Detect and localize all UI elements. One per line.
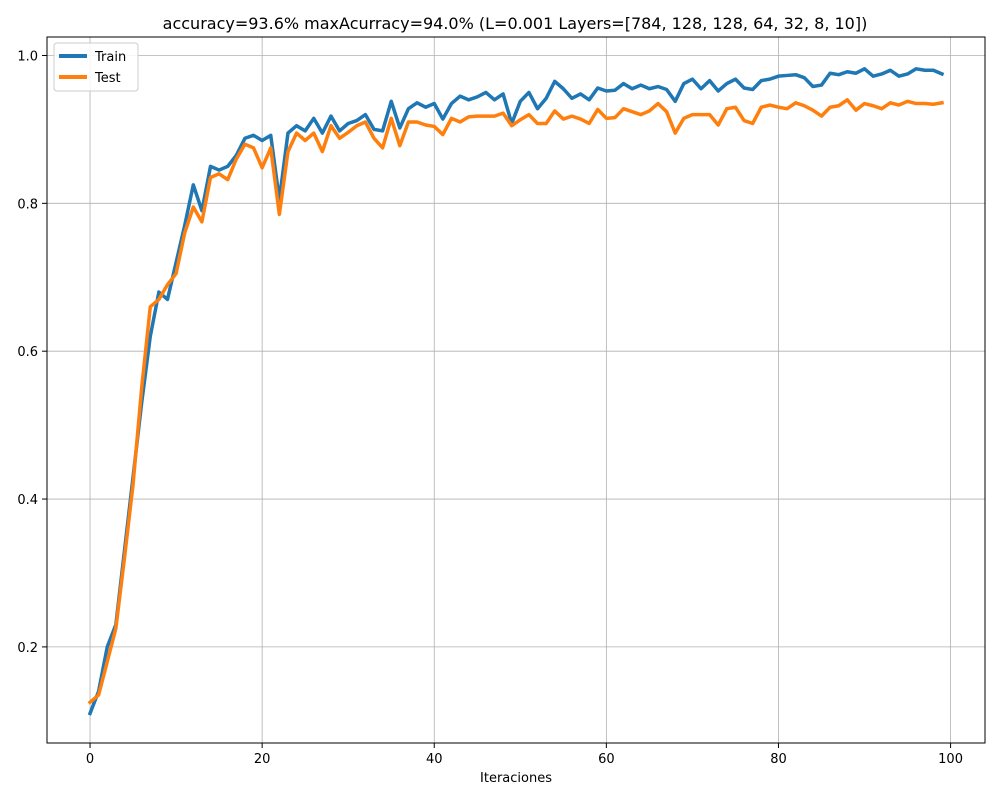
y-axis: 0.2 0.4 0.6 0.8 1.0 <box>17 49 47 656</box>
x-tick-label: 100 <box>938 752 963 767</box>
y-tick-label: 1.0 <box>17 49 38 64</box>
plot-area <box>47 37 985 743</box>
y-tick-label: 0.6 <box>17 345 38 360</box>
x-tick-label: 20 <box>254 752 271 767</box>
x-tick-label: 40 <box>426 752 443 767</box>
y-tick-label: 0.8 <box>17 197 38 212</box>
plot-frame <box>46 36 986 744</box>
legend-label-test: Test <box>94 71 121 86</box>
x-axis-label: Iteraciones <box>480 771 552 786</box>
x-tick-label: 0 <box>86 752 94 767</box>
chart-title: accuracy=93.6% maxAcurracy=94.0% (L=0.00… <box>163 14 868 33</box>
y-tick-label: 0.2 <box>17 641 38 656</box>
legend: Train Test <box>53 42 139 92</box>
series-line-train <box>87 67 945 716</box>
x-axis: 0 20 40 60 80 100 <box>86 743 963 767</box>
series-lines <box>87 67 945 716</box>
grid <box>47 37 985 743</box>
legend-label-train: Train <box>94 50 126 65</box>
y-tick-label: 0.4 <box>17 493 38 508</box>
x-tick-label: 80 <box>770 752 787 767</box>
x-tick-label: 60 <box>598 752 615 767</box>
series-line-test <box>87 98 944 705</box>
